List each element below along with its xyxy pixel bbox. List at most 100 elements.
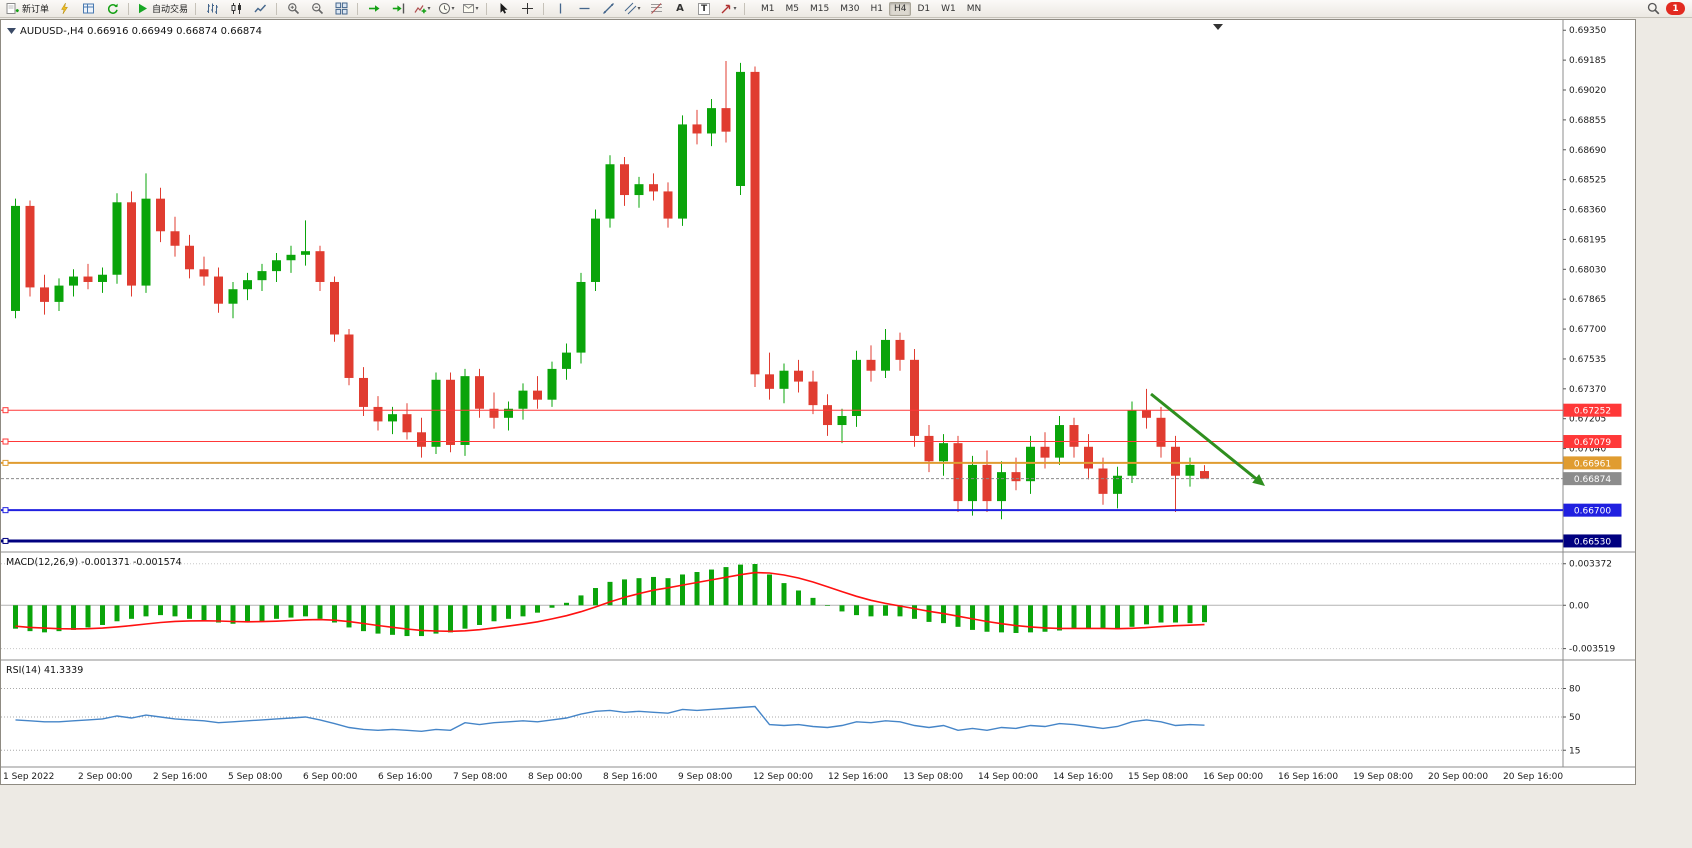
timeframe-MN[interactable]: MN [966, 3, 982, 14]
svg-text:-0.003519: -0.003519 [1569, 645, 1615, 655]
tile-windows-button[interactable] [330, 1, 352, 17]
svg-text:0.67535: 0.67535 [1569, 355, 1606, 365]
market-watch-button[interactable] [77, 1, 99, 17]
timeframe-toolbar: M1 M5 M15 M30 H1 H4 D1 W1 MN [756, 1, 986, 16]
text-tool-button[interactable]: A [669, 1, 691, 17]
new-order-icon [6, 3, 19, 14]
timeframe-H1[interactable]: H1 [870, 3, 883, 14]
zoom-in-icon [287, 3, 299, 15]
candlestick-chart-type-button[interactable] [225, 1, 247, 17]
market-watch-icon [82, 3, 94, 14]
crosshair-icon [521, 3, 533, 14]
rsi-pane [15, 705, 1205, 733]
symbol-dropdown-icon[interactable] [7, 28, 16, 34]
arrows-tool-button[interactable]: ▾ [717, 1, 739, 17]
macd-axis: 0.003372 0.00 -0.003519 [1, 560, 1615, 655]
toolbar-separator [543, 2, 545, 15]
refresh-button[interactable] [101, 1, 123, 17]
svg-text:0.68855: 0.68855 [1569, 116, 1606, 126]
horizontal-line-icon [579, 7, 590, 10]
periods-button[interactable]: ▾ [435, 1, 457, 17]
chart-canvas[interactable]: 0.69350 0.69185 0.69020 0.68855 0.68690 0.685… [1, 20, 1635, 784]
indicators-button[interactable]: ▾ [411, 1, 433, 17]
svg-text:0.69350: 0.69350 [1569, 26, 1606, 36]
auto-scroll-icon [368, 5, 380, 12]
fibonacci-button[interactable] [645, 1, 667, 17]
candlestick-icon [231, 3, 241, 14]
svg-text:0.67865: 0.67865 [1569, 295, 1606, 305]
dropdown-caret-icon: ▾ [475, 5, 479, 12]
hline-handle[interactable] [2, 459, 9, 466]
zoom-in-button[interactable] [282, 1, 304, 17]
horizontal-line-button[interactable] [573, 1, 595, 17]
templates-button[interactable]: ▾ [459, 1, 481, 17]
svg-text:16 Sep 00:00: 16 Sep 00:00 [1203, 772, 1263, 782]
indicators-icon [414, 5, 426, 14]
svg-text:80: 80 [1569, 685, 1581, 695]
timeframe-M30[interactable]: M30 [840, 3, 860, 14]
templates-icon [462, 4, 474, 13]
chart-shift-button[interactable] [387, 1, 409, 17]
svg-text:0.69185: 0.69185 [1569, 56, 1606, 66]
svg-text:5 Sep 08:00: 5 Sep 08:00 [228, 772, 283, 782]
zoom-out-icon [311, 3, 323, 15]
svg-text:50: 50 [1569, 713, 1581, 723]
price-axis: 0.69350 0.69185 0.69020 0.68855 0.68690 0.685… [1563, 26, 1606, 455]
search-button[interactable] [1642, 1, 1664, 17]
auto-scroll-button[interactable] [363, 1, 385, 17]
svg-text:0.003372: 0.003372 [1569, 560, 1612, 570]
channel-button[interactable]: ▾ [621, 1, 643, 17]
timeframe-M1[interactable]: M1 [761, 3, 775, 14]
svg-text:14 Sep 16:00: 14 Sep 16:00 [1053, 772, 1113, 782]
timeframe-M15[interactable]: M15 [810, 3, 830, 14]
level-lines: 0.67252 0.67079 0.66961 0.66700 0.66530 [1, 403, 1622, 548]
hline-handle[interactable] [2, 438, 9, 445]
svg-text:0.67205: 0.67205 [1569, 415, 1606, 425]
profiles-button[interactable] [53, 1, 75, 17]
svg-text:0.68195: 0.68195 [1569, 235, 1606, 245]
new-order-label: 新订单 [22, 5, 50, 15]
toolbar-separator [357, 2, 359, 15]
dropdown-caret-icon: ▾ [637, 5, 641, 12]
label-tool-label: T [697, 2, 711, 15]
notification-badge[interactable]: 1 [1666, 2, 1685, 15]
svg-text:0.68690: 0.68690 [1569, 146, 1606, 156]
vertical-line-button[interactable] [549, 1, 571, 17]
clock-icon [438, 3, 450, 14]
hline-handle[interactable] [2, 407, 9, 414]
hline-handle[interactable] [2, 537, 9, 544]
hline-handle[interactable] [2, 507, 9, 514]
autotrading-label: 自动交易 [152, 5, 189, 15]
trendline-button[interactable] [597, 1, 619, 17]
pane-labels: AUDUSD-,H4 0.66916 0.66949 0.66874 0.668… [6, 26, 262, 676]
svg-text:0.66961: 0.66961 [1574, 459, 1611, 469]
svg-text:2 Sep 00:00: 2 Sep 00:00 [78, 772, 133, 782]
text-tool-label: A [676, 3, 684, 14]
label-tool-button[interactable]: T [693, 1, 715, 17]
dropdown-caret-icon: ▾ [451, 5, 455, 12]
chart-shift-marker-icon[interactable] [1213, 24, 1223, 30]
trendline-icon [602, 3, 614, 14]
new-order-button[interactable]: 新订单 [4, 1, 51, 17]
timeframe-D1[interactable]: D1 [917, 3, 931, 14]
chart-shift-icon [392, 3, 404, 14]
cursor-button[interactable] [492, 1, 514, 17]
line-chart-type-button[interactable] [249, 1, 271, 17]
svg-text:0.68360: 0.68360 [1569, 206, 1606, 216]
timeframe-M5[interactable]: M5 [785, 3, 800, 14]
timeframe-H4[interactable]: H4 [888, 1, 912, 16]
chart-window: 0.69350 0.69185 0.69020 0.68855 0.68690 0.685… [0, 19, 1636, 785]
lightning-icon [60, 2, 68, 15]
svg-text:8 Sep 16:00: 8 Sep 16:00 [603, 772, 658, 782]
zoom-out-button[interactable] [306, 1, 328, 17]
svg-text:2 Sep 16:00: 2 Sep 16:00 [153, 772, 208, 782]
trend-arrow[interactable] [1150, 392, 1265, 486]
crosshair-button[interactable] [516, 1, 538, 17]
svg-text:0.67700: 0.67700 [1569, 325, 1606, 335]
svg-text:6 Sep 16:00: 6 Sep 16:00 [378, 772, 433, 782]
macd-label: MACD(12,26,9) -0.001371 -0.001574 [6, 557, 182, 568]
timeframe-W1[interactable]: W1 [941, 3, 956, 14]
autotrading-button[interactable]: 自动交易 [134, 1, 190, 17]
svg-text:16 Sep 16:00: 16 Sep 16:00 [1278, 772, 1338, 782]
bar-chart-type-button[interactable] [201, 1, 223, 17]
